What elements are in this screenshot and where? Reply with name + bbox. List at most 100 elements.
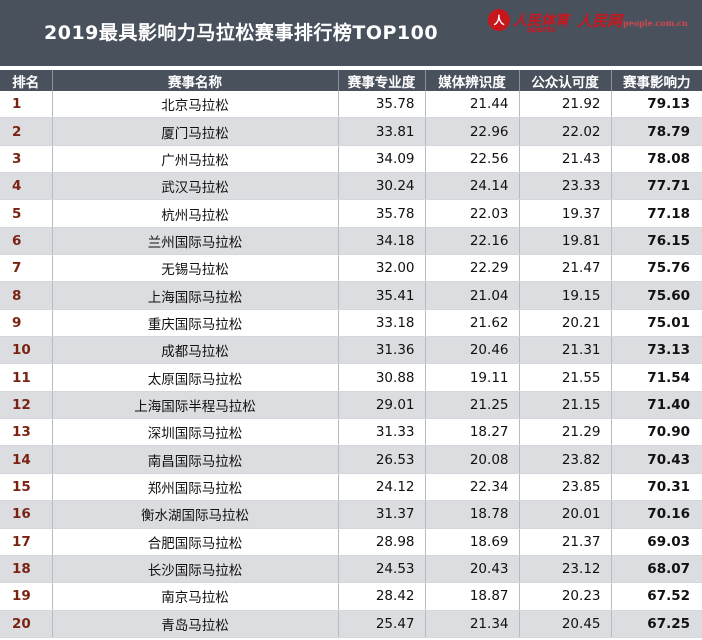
- table-row: 4 武汉马拉松 30.24 24.14 23.33 77.71: [0, 172, 702, 201]
- media-score-cell: 21.34: [425, 610, 520, 638]
- professional-score-cell: 35.41: [338, 281, 426, 310]
- professional-score-cell: 33.81: [338, 117, 426, 146]
- professional-score-cell: 25.47: [338, 610, 426, 638]
- impact-score-cell: 67.52: [611, 582, 702, 611]
- media-score-cell: 20.46: [425, 336, 520, 365]
- rank-cell: 20: [0, 610, 53, 638]
- impact-score-cell: 70.31: [611, 473, 702, 502]
- table-row: 7 无锡马拉松 32.00 22.29 21.47 75.76: [0, 254, 702, 283]
- marathon-name-cell: 杭州马拉松: [52, 199, 339, 228]
- table-row: 2 厦门马拉松 33.81 22.96 22.02 78.79: [0, 117, 702, 146]
- impact-score-cell: 78.08: [611, 145, 702, 174]
- table-row: 10 成都马拉松 31.36 20.46 21.31 73.13: [0, 336, 702, 365]
- rank-cell: 7: [0, 254, 53, 283]
- page-title: 2019最具影响力马拉松赛事排行榜TOP100: [44, 22, 439, 44]
- impact-score-cell: 71.40: [611, 391, 702, 420]
- table-row: 18 长沙国际马拉松 24.53 20.43 23.12 68.07: [0, 555, 702, 584]
- table-row: 1 北京马拉松 35.78 21.44 21.92 79.13: [0, 91, 702, 119]
- public-score-cell: 19.81: [519, 227, 612, 256]
- marathon-name-cell: 广州马拉松: [52, 145, 339, 174]
- people-net-logo: 人民网people.com.cn: [577, 10, 688, 31]
- logo1-text: 人民体育: [513, 13, 569, 29]
- public-score-cell: 23.12: [519, 555, 612, 584]
- professional-score-cell: 32.00: [338, 254, 426, 283]
- table-row: 8 上海国际马拉松 35.41 21.04 19.15 75.60: [0, 281, 702, 310]
- rank-cell: 8: [0, 281, 53, 310]
- public-score-cell: 21.43: [519, 145, 612, 174]
- media-score-cell: 21.62: [425, 309, 520, 338]
- column-header-media: 媒体辨识度: [425, 70, 520, 91]
- rank-cell: 2: [0, 117, 53, 146]
- marathon-name-cell: 南京马拉松: [52, 582, 339, 611]
- table-row: 6 兰州国际马拉松 34.18 22.16 19.81 76.15: [0, 227, 702, 256]
- impact-score-cell: 70.16: [611, 500, 702, 529]
- public-score-cell: 21.47: [519, 254, 612, 283]
- media-score-cell: 22.16: [425, 227, 520, 256]
- table-row: 12 上海国际半程马拉松 29.01 21.25 21.15 71.40: [0, 391, 702, 420]
- table-row: 14 南昌国际马拉松 26.53 20.08 23.82 70.43: [0, 445, 702, 474]
- impact-score-cell: 77.18: [611, 199, 702, 228]
- professional-score-cell: 34.18: [338, 227, 426, 256]
- impact-score-cell: 77.71: [611, 172, 702, 201]
- title-bar: 2019最具影响力马拉松赛事排行榜TOP100 人 人民体育 sports 人民…: [0, 0, 702, 66]
- marathon-name-cell: 上海国际马拉松: [52, 281, 339, 310]
- public-score-cell: 19.37: [519, 199, 612, 228]
- media-score-cell: 22.56: [425, 145, 520, 174]
- media-score-cell: 20.08: [425, 445, 520, 474]
- public-score-cell: 21.92: [519, 91, 612, 119]
- marathon-name-cell: 北京马拉松: [52, 91, 339, 119]
- public-score-cell: 21.31: [519, 336, 612, 365]
- public-score-cell: 21.55: [519, 363, 612, 392]
- professional-score-cell: 31.37: [338, 500, 426, 529]
- professional-score-cell: 31.33: [338, 418, 426, 447]
- column-header-name: 赛事名称: [52, 70, 339, 91]
- rank-cell: 13: [0, 418, 53, 447]
- logo-mark-text: 人: [493, 14, 505, 27]
- public-score-cell: 20.45: [519, 610, 612, 638]
- table-row: 20 青岛马拉松 25.47 21.34 20.45 67.25: [0, 610, 702, 638]
- professional-score-cell: 30.24: [338, 172, 426, 201]
- public-score-cell: 20.01: [519, 500, 612, 529]
- marathon-name-cell: 郑州国际马拉松: [52, 473, 339, 502]
- impact-score-cell: 73.13: [611, 336, 702, 365]
- public-score-cell: 23.82: [519, 445, 612, 474]
- marathon-name-cell: 厦门马拉松: [52, 117, 339, 146]
- table-row: 15 郑州国际马拉松 24.12 22.34 23.85 70.31: [0, 473, 702, 502]
- rank-cell: 14: [0, 445, 53, 474]
- professional-score-cell: 35.78: [338, 199, 426, 228]
- table-row: 11 太原国际马拉松 30.88 19.11 21.55 71.54: [0, 363, 702, 392]
- marathon-name-cell: 武汉马拉松: [52, 172, 339, 201]
- marathon-name-cell: 上海国际半程马拉松: [52, 391, 339, 420]
- media-score-cell: 21.44: [425, 91, 520, 119]
- impact-score-cell: 79.13: [611, 91, 702, 119]
- rank-cell: 10: [0, 336, 53, 365]
- professional-score-cell: 28.98: [338, 528, 426, 556]
- rank-cell: 16: [0, 500, 53, 529]
- impact-score-cell: 75.60: [611, 281, 702, 310]
- ranking-table: 排名 赛事名称 赛事专业度 媒体辨识度 公众认可度 赛事影响力 1 北京马拉松 35…: [0, 70, 702, 638]
- public-score-cell: 20.23: [519, 582, 612, 611]
- impact-score-cell: 71.54: [611, 363, 702, 392]
- marathon-name-cell: 太原国际马拉松: [52, 363, 339, 392]
- public-score-cell: 23.85: [519, 473, 612, 502]
- table-row: 5 杭州马拉松 35.78 22.03 19.37 77.18: [0, 199, 702, 228]
- column-header-impact: 赛事影响力: [611, 70, 702, 91]
- media-score-cell: 18.27: [425, 418, 520, 447]
- logo2-text: 人民网: [577, 11, 623, 30]
- people-sports-logo: 人民体育 sports: [513, 10, 569, 34]
- rank-cell: 9: [0, 309, 53, 338]
- professional-score-cell: 26.53: [338, 445, 426, 474]
- logo-group: 人 人民体育 sports 人民网people.com.cn: [488, 6, 688, 34]
- professional-score-cell: 33.18: [338, 309, 426, 338]
- table-body: 1 北京马拉松 35.78 21.44 21.92 79.13 2 厦门马拉松 33.81 22.…: [0, 91, 702, 638]
- media-score-cell: 21.25: [425, 391, 520, 420]
- rank-cell: 1: [0, 91, 53, 119]
- column-header-public: 公众认可度: [519, 70, 612, 91]
- public-score-cell: 19.15: [519, 281, 612, 310]
- media-score-cell: 22.29: [425, 254, 520, 283]
- public-score-cell: 21.29: [519, 418, 612, 447]
- rank-cell: 4: [0, 172, 53, 201]
- media-score-cell: 19.11: [425, 363, 520, 392]
- media-score-cell: 24.14: [425, 172, 520, 201]
